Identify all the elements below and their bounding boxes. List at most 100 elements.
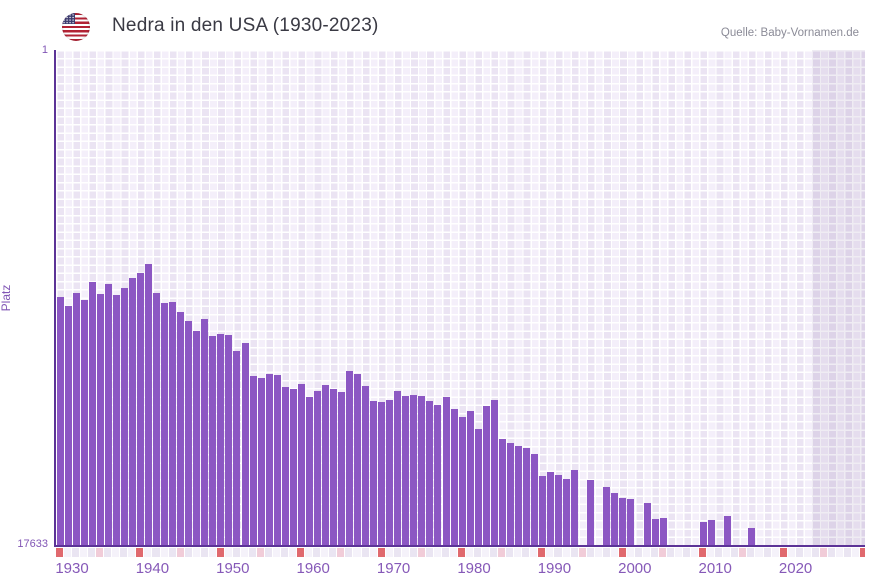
bar-1991[interactable]	[547, 472, 555, 545]
bar-1971[interactable]	[386, 400, 394, 545]
bar-2004[interactable]	[651, 518, 659, 545]
bar-1979[interactable]	[450, 409, 458, 545]
bar-1938[interactable]	[120, 288, 128, 545]
bar-1930[interactable]	[56, 296, 64, 545]
bar-2013[interactable]	[723, 515, 731, 545]
year-marker-cell	[273, 548, 281, 557]
bar-1956[interactable]	[265, 373, 273, 545]
year-marker-cell	[843, 548, 851, 557]
bar-1963[interactable]	[321, 385, 329, 545]
bar-1998[interactable]	[603, 486, 611, 545]
bar-1999[interactable]	[611, 492, 619, 545]
year-marker-cell	[128, 548, 136, 557]
bar-1942[interactable]	[153, 292, 161, 545]
bar-1994[interactable]	[571, 469, 579, 545]
bar-1934[interactable]	[88, 281, 96, 545]
bar-1935[interactable]	[96, 293, 104, 545]
year-marker-cell	[72, 548, 80, 557]
bar-1937[interactable]	[112, 294, 120, 545]
bar-1984[interactable]	[490, 400, 498, 545]
bar-1936[interactable]	[104, 284, 112, 545]
bar-1941[interactable]	[145, 264, 153, 545]
bar-1974[interactable]	[410, 395, 418, 545]
year-marker-cell	[634, 548, 642, 557]
bar-1944[interactable]	[169, 301, 177, 545]
bar-1960[interactable]	[297, 383, 305, 545]
year-marker-cell	[232, 548, 240, 557]
bar-1946[interactable]	[185, 321, 193, 545]
bar-1957[interactable]	[273, 374, 281, 545]
bar-1977[interactable]	[434, 404, 442, 545]
bar-1976[interactable]	[426, 401, 434, 545]
bar-1952[interactable]	[233, 351, 241, 545]
bar-1993[interactable]	[563, 478, 571, 545]
bar-1989[interactable]	[530, 453, 538, 545]
bar-1969[interactable]	[370, 401, 378, 545]
year-marker-cell	[851, 548, 859, 557]
bar-1970[interactable]	[378, 402, 386, 545]
bar-1940[interactable]	[137, 272, 144, 545]
bar-1931[interactable]	[64, 305, 72, 545]
bar-1980[interactable]	[458, 417, 466, 545]
bar-2003[interactable]	[643, 502, 651, 545]
bar-1987[interactable]	[514, 445, 522, 545]
bar-1949[interactable]	[209, 336, 217, 545]
bar-2010[interactable]	[699, 522, 707, 545]
bar-1966[interactable]	[346, 370, 354, 545]
bar-1992[interactable]	[555, 475, 563, 545]
bar-1972[interactable]	[394, 390, 402, 545]
decade-marker-2020	[779, 548, 787, 557]
bar-1964[interactable]	[329, 388, 337, 545]
bar-1943[interactable]	[161, 303, 169, 545]
bar-1986[interactable]	[506, 443, 514, 545]
bar-1945[interactable]	[177, 312, 185, 545]
bar-2000[interactable]	[619, 498, 627, 545]
bar-2016[interactable]	[748, 527, 756, 545]
bar-1948[interactable]	[201, 318, 209, 545]
bar-1982[interactable]	[474, 428, 482, 545]
bar-1983[interactable]	[482, 405, 490, 545]
decade-marker-1960	[297, 548, 305, 557]
bar-1959[interactable]	[289, 388, 297, 545]
bar-1985[interactable]	[498, 438, 506, 545]
bar-1981[interactable]	[466, 411, 474, 545]
bar-1962[interactable]	[313, 391, 321, 545]
bar-1955[interactable]	[257, 378, 265, 545]
decade-marker-1980	[458, 548, 466, 557]
bar-1951[interactable]	[225, 334, 233, 545]
bar-1975[interactable]	[418, 395, 426, 545]
year-marker-cell	[345, 548, 353, 557]
bar-1990[interactable]	[539, 475, 546, 545]
year-marker-cell	[610, 548, 618, 557]
bar-1939[interactable]	[128, 277, 136, 545]
bar-1996[interactable]	[587, 480, 595, 545]
bar-1965[interactable]	[338, 392, 345, 545]
bar-1988[interactable]	[522, 447, 530, 545]
year-marker-cell	[441, 548, 449, 557]
bar-1947[interactable]	[193, 331, 201, 545]
bar-1950[interactable]	[217, 333, 225, 545]
bar-1968[interactable]	[362, 386, 370, 545]
half-decade-marker-1995	[578, 548, 586, 557]
bar-2011[interactable]	[707, 519, 715, 545]
year-marker-cell	[353, 548, 361, 557]
bar-1932[interactable]	[72, 292, 80, 545]
bar-1967[interactable]	[354, 373, 362, 545]
x-tick-label-1980: 1980	[457, 560, 491, 577]
bar-1958[interactable]	[281, 387, 289, 545]
year-marker-cell	[385, 548, 393, 557]
year-marker-cell	[369, 548, 377, 557]
bar-1978[interactable]	[442, 396, 450, 545]
bar-1953[interactable]	[241, 342, 249, 545]
bar-2005[interactable]	[659, 517, 667, 545]
bar-1933[interactable]	[80, 300, 88, 545]
year-marker-cell	[811, 548, 819, 557]
bar-1973[interactable]	[402, 395, 410, 545]
y-axis-top-tick-label: 1	[41, 44, 48, 56]
bar-1954[interactable]	[249, 376, 257, 545]
bar-1961[interactable]	[305, 396, 313, 545]
bar-2001[interactable]	[627, 499, 635, 545]
year-marker-cell	[667, 548, 675, 557]
year-marker-cell	[248, 548, 256, 557]
